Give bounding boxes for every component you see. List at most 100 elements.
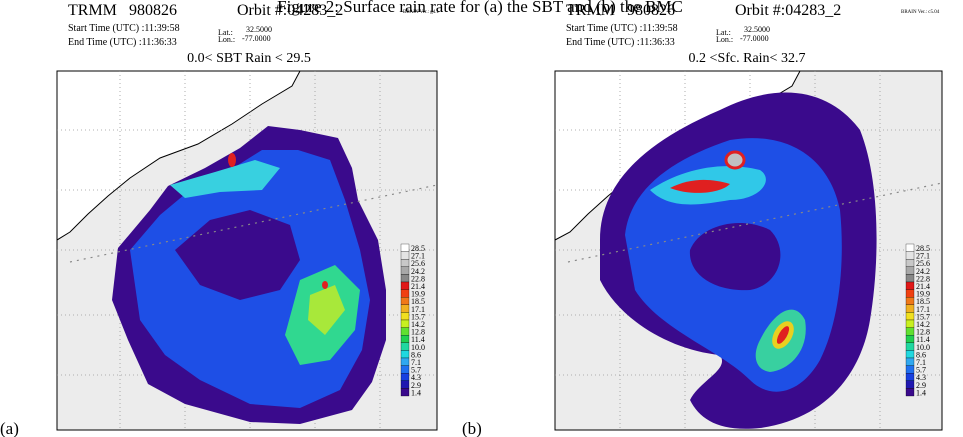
legend-label: 4.3 <box>916 373 926 382</box>
legend-swatch <box>400 312 410 321</box>
legend-swatch <box>905 357 915 366</box>
legend-label: 8.6 <box>916 350 926 359</box>
legend-swatch <box>905 365 915 374</box>
legend-swatch <box>400 274 410 283</box>
legend-label: 24.2 <box>916 267 930 276</box>
version: BRAIN Ver.: g4.1 <box>403 10 440 15</box>
legend-label: 21.4 <box>411 282 425 291</box>
rain-core <box>228 153 236 167</box>
legend-swatch <box>905 388 915 397</box>
legend-swatch <box>400 373 410 381</box>
start-time: Start Time (UTC) :11:39:58 <box>566 23 678 34</box>
legend-swatch <box>400 350 410 359</box>
orbit: Orbit #:04283_2 <box>735 2 841 19</box>
legend-label: 4.3 <box>411 373 421 382</box>
legend-label: 2.9 <box>411 381 421 390</box>
legend-swatch <box>905 251 915 260</box>
rain-area <box>689 222 781 291</box>
legend-label: 15.7 <box>411 312 425 321</box>
legend-swatch <box>905 259 915 267</box>
legend-swatch <box>400 342 410 351</box>
legend-swatch <box>400 297 410 305</box>
panel-annotations: TRMM 980826 Orbit #:04283_2 BRAIN Ver.: g4.… <box>0 2 940 437</box>
orbit: Orbit #:04283_2 <box>237 2 343 19</box>
rain-core <box>322 281 328 289</box>
legend-swatch <box>400 388 410 397</box>
rain-core <box>670 179 730 193</box>
lon: -77.0000 <box>740 34 769 43</box>
legend-label: 17.1 <box>411 305 425 314</box>
legend-swatch <box>905 243 915 252</box>
legend-label: 1.4 <box>916 388 926 397</box>
date: 980826 <box>627 2 675 19</box>
legend-label: 27.1 <box>411 252 425 261</box>
legend-swatch <box>905 297 915 305</box>
mission: TRMM <box>68 2 117 19</box>
legend-label: 22.8 <box>411 274 425 283</box>
legend-label: 7.1 <box>916 358 926 367</box>
legend-label: 7.1 <box>411 358 421 367</box>
caption: Figure 2: Surface rain rate for (a) the … <box>277 0 683 16</box>
legend-label: 10.0 <box>411 343 425 352</box>
legend-swatch <box>400 327 410 336</box>
legend-swatch <box>400 357 410 366</box>
legend-label: 1.4 <box>411 388 421 397</box>
legend-swatch <box>905 335 915 343</box>
rain-area <box>170 160 280 198</box>
legend-label: 2.9 <box>916 381 926 390</box>
rain-core <box>776 326 790 344</box>
map-b <box>554 70 943 431</box>
rain-area <box>308 285 345 335</box>
legend-label: 11.4 <box>411 335 425 344</box>
legend-swatch <box>905 266 915 275</box>
legend-swatch <box>905 380 915 389</box>
lat-label: Lat.: <box>716 28 731 37</box>
map-a <box>56 70 438 431</box>
version: BRAIN Ver.: c5.04 <box>901 10 940 15</box>
legend-swatch <box>905 350 915 359</box>
panel-label: (b) <box>462 419 482 437</box>
legend-label: 8.6 <box>411 350 421 359</box>
legend-swatch <box>400 319 410 328</box>
panel-title: 0.0< SBT Rain < 29.5 <box>187 51 311 66</box>
rain-area <box>175 210 300 300</box>
legend-label: 19.9 <box>411 290 425 299</box>
legend-label: 27.1 <box>916 252 930 261</box>
legend-swatch <box>400 259 410 267</box>
legend-swatch <box>400 380 410 389</box>
legend-label: 28.5 <box>916 244 930 253</box>
legend-label: 12.8 <box>411 328 425 337</box>
legend-label: 25.6 <box>411 259 425 268</box>
legend-swatch <box>905 312 915 321</box>
legend-swatch <box>400 289 410 298</box>
lat: 32.5000 <box>744 25 770 34</box>
legend-swatch <box>905 327 915 336</box>
lat-label: Lat.: <box>218 28 233 37</box>
legend-swatch <box>905 342 915 351</box>
mission: TRMM <box>566 2 615 19</box>
land <box>57 71 301 241</box>
legend-label: 15.7 <box>916 312 930 321</box>
legend-swatch <box>905 274 915 283</box>
legend-label: 19.9 <box>916 290 930 299</box>
legend-label: 17.1 <box>916 305 930 314</box>
legend-label: 21.4 <box>916 282 930 291</box>
lon: -77.0000 <box>242 34 271 43</box>
legend-label: 12.8 <box>916 328 930 337</box>
legend-swatch <box>400 281 410 290</box>
legend-swatch <box>400 251 410 260</box>
end-time: End Time (UTC) :11:36:33 <box>68 37 177 48</box>
legend-label: 5.7 <box>916 366 926 375</box>
legend-swatch <box>905 373 915 381</box>
legend-label: 14.2 <box>411 320 425 329</box>
legend-label: 10.0 <box>916 343 930 352</box>
legend-label: 28.5 <box>411 244 425 253</box>
lon-label: Lon.: <box>716 35 733 44</box>
legend-swatch <box>400 266 410 275</box>
legend-swatch <box>905 289 915 298</box>
legend-swatch <box>400 304 410 313</box>
legend-label: 25.6 <box>916 259 930 268</box>
date: 980826 <box>129 2 177 19</box>
start-time: Start Time (UTC) :11:39:58 <box>68 23 180 34</box>
